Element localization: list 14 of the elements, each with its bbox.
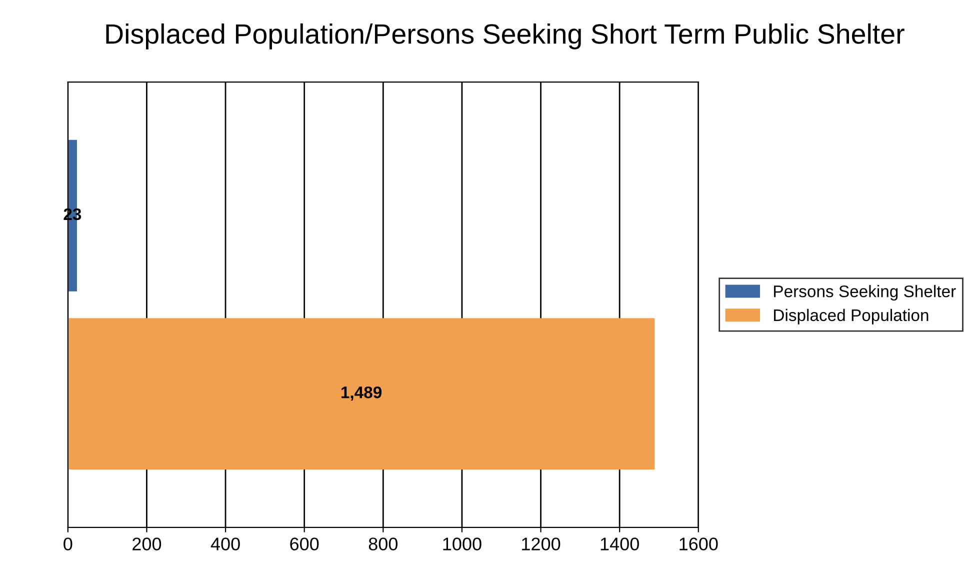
x-tick-label: 1000 (443, 538, 482, 550)
x-tick-label: 400 (210, 538, 240, 550)
x-tick-label: 200 (132, 538, 162, 550)
x-tick-label: 1400 (600, 538, 639, 550)
x-tick-label: 0 (64, 538, 72, 550)
data-label: 23 (64, 208, 82, 220)
x-tick-label: 800 (368, 538, 398, 550)
x-tick-label: 1200 (522, 538, 560, 550)
x-tick-label: 600 (290, 538, 319, 550)
chart-title: Displaced Population/Persons Seeking Short Term Public Shelter (106, 23, 904, 50)
data-label: 1,489 (341, 386, 382, 401)
legend-label: Displaced Population (774, 308, 928, 324)
x-tick-label: 1600 (680, 538, 718, 550)
legend-label: Persons Seeking Shelter (774, 285, 956, 301)
